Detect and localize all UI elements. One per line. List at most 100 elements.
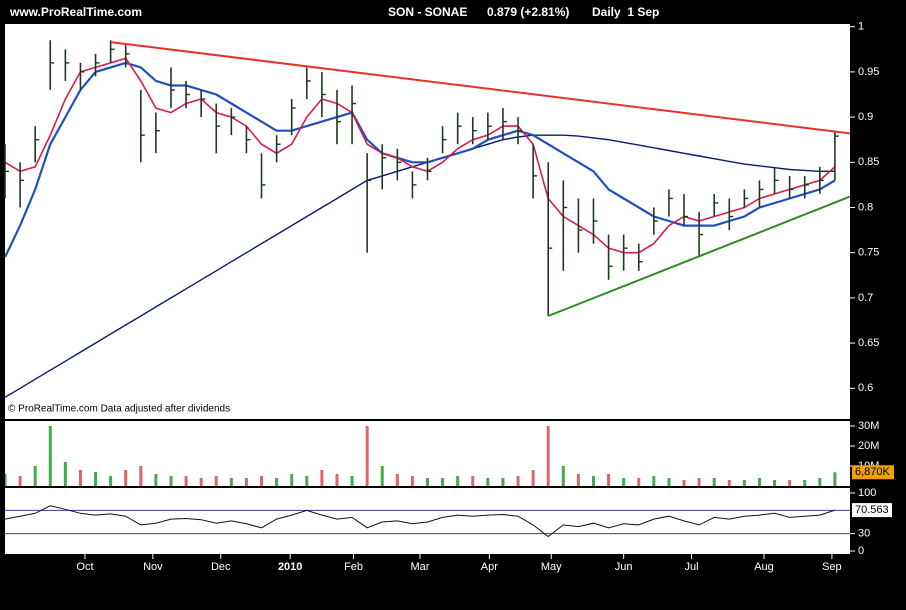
price-bar bbox=[607, 234, 613, 280]
watermark: © ProRealTime.com Data adjusted after di… bbox=[8, 404, 230, 415]
price-bar bbox=[517, 117, 523, 145]
moving-average bbox=[5, 61, 836, 258]
volume-bar bbox=[486, 478, 490, 486]
volume-bar bbox=[426, 478, 429, 486]
volume-bar bbox=[5, 474, 7, 486]
volume-bar bbox=[531, 470, 535, 486]
price-bar bbox=[49, 40, 55, 90]
volume-bar bbox=[410, 476, 414, 486]
x-tick-label: May bbox=[541, 561, 562, 573]
volume-bar bbox=[818, 478, 822, 486]
volume-bar bbox=[335, 474, 339, 486]
price-bar bbox=[411, 171, 417, 199]
price-bar bbox=[456, 112, 462, 145]
volume-bar bbox=[622, 478, 626, 486]
price-bar bbox=[773, 166, 779, 194]
volume-bar bbox=[441, 478, 445, 486]
volume-bar bbox=[78, 470, 82, 486]
volume-bar bbox=[320, 470, 324, 486]
moving-average bbox=[5, 134, 835, 398]
price-bar bbox=[743, 189, 749, 208]
rsi-panel bbox=[5, 488, 850, 554]
volume-bar bbox=[501, 478, 505, 486]
volume-bar bbox=[788, 480, 792, 486]
x-tick-label: Feb bbox=[344, 561, 363, 573]
price-bar bbox=[834, 130, 839, 181]
x-tick-label: Apr bbox=[481, 561, 498, 573]
price-bar bbox=[532, 144, 538, 199]
volume-bar bbox=[275, 478, 279, 486]
y-tick-label: 0.9 bbox=[858, 111, 873, 123]
x-tick-label: Jul bbox=[685, 561, 699, 573]
y-tick-label: 0.85 bbox=[858, 156, 879, 168]
price-bar bbox=[728, 198, 734, 231]
price-bar bbox=[94, 53, 100, 77]
price-bar bbox=[441, 126, 447, 154]
price-bar bbox=[788, 175, 794, 199]
volume-bar bbox=[244, 478, 248, 486]
price-bar bbox=[471, 117, 477, 145]
volume-bar bbox=[456, 476, 460, 486]
price-bar bbox=[637, 243, 643, 271]
price-bar bbox=[155, 112, 160, 154]
price-bar bbox=[185, 80, 191, 109]
volume-bar bbox=[546, 426, 550, 486]
price-bar bbox=[396, 148, 402, 181]
y-tick-label: 0 bbox=[858, 545, 864, 557]
volume-bar bbox=[516, 476, 520, 486]
price-bar bbox=[562, 180, 568, 271]
volume-bar bbox=[395, 474, 399, 486]
site-name: www.ProRealTime.com bbox=[9, 5, 142, 19]
volume-bar bbox=[712, 478, 716, 486]
y-tick-label: 20M bbox=[858, 440, 879, 452]
price-bar bbox=[245, 126, 251, 154]
volume-bar bbox=[742, 480, 746, 486]
y-tick-label: 0.75 bbox=[858, 247, 879, 259]
volume-bar bbox=[63, 462, 67, 486]
price-bar bbox=[819, 166, 824, 194]
y-tick-label: 0.8 bbox=[858, 201, 873, 213]
last-rsi-badge bbox=[852, 503, 892, 518]
x-tick-label: Nov bbox=[143, 561, 163, 573]
price-bar bbox=[653, 207, 658, 235]
volume-bar bbox=[591, 476, 595, 486]
x-tick-label: Oct bbox=[76, 561, 93, 573]
price-bar bbox=[547, 162, 553, 316]
y-tick-label: 0.7 bbox=[858, 292, 873, 304]
x-tick-label: 2010 bbox=[278, 561, 302, 573]
volume-bar bbox=[757, 478, 761, 486]
trend-line bbox=[547, 195, 850, 317]
price-panel bbox=[5, 24, 850, 419]
x-tick-label: Aug bbox=[754, 561, 774, 573]
price-bar bbox=[668, 189, 673, 217]
volume-bar bbox=[561, 466, 565, 486]
price-bar bbox=[215, 103, 221, 154]
price-bar bbox=[351, 85, 357, 145]
x-tick-label: Jun bbox=[615, 561, 633, 573]
price-bar bbox=[577, 198, 583, 253]
volume-bar bbox=[154, 474, 158, 486]
price-bar bbox=[260, 153, 266, 199]
symbol: SON - SONAE bbox=[388, 5, 467, 19]
y-tick-label: 0.95 bbox=[858, 66, 879, 78]
volume-bar bbox=[260, 476, 264, 486]
price-bar bbox=[109, 40, 115, 63]
volume-bar bbox=[124, 470, 128, 486]
volume-bar bbox=[48, 426, 52, 486]
rsi-line bbox=[5, 505, 836, 538]
volume-bar bbox=[637, 478, 641, 486]
volume-bar bbox=[184, 476, 188, 486]
price-bar bbox=[4, 144, 9, 199]
volume-bar bbox=[290, 474, 294, 486]
price-bar bbox=[170, 67, 175, 109]
volume-bar bbox=[33, 466, 37, 486]
price-bar bbox=[19, 162, 25, 208]
volume-bar bbox=[576, 474, 580, 486]
y-tick-label: 1 bbox=[858, 21, 864, 33]
volume-bar bbox=[471, 476, 475, 486]
price-bar bbox=[803, 175, 809, 199]
volume-bar bbox=[229, 478, 233, 486]
price-bar bbox=[305, 67, 311, 100]
quote: 0.879 (+2.81%) bbox=[487, 5, 569, 19]
